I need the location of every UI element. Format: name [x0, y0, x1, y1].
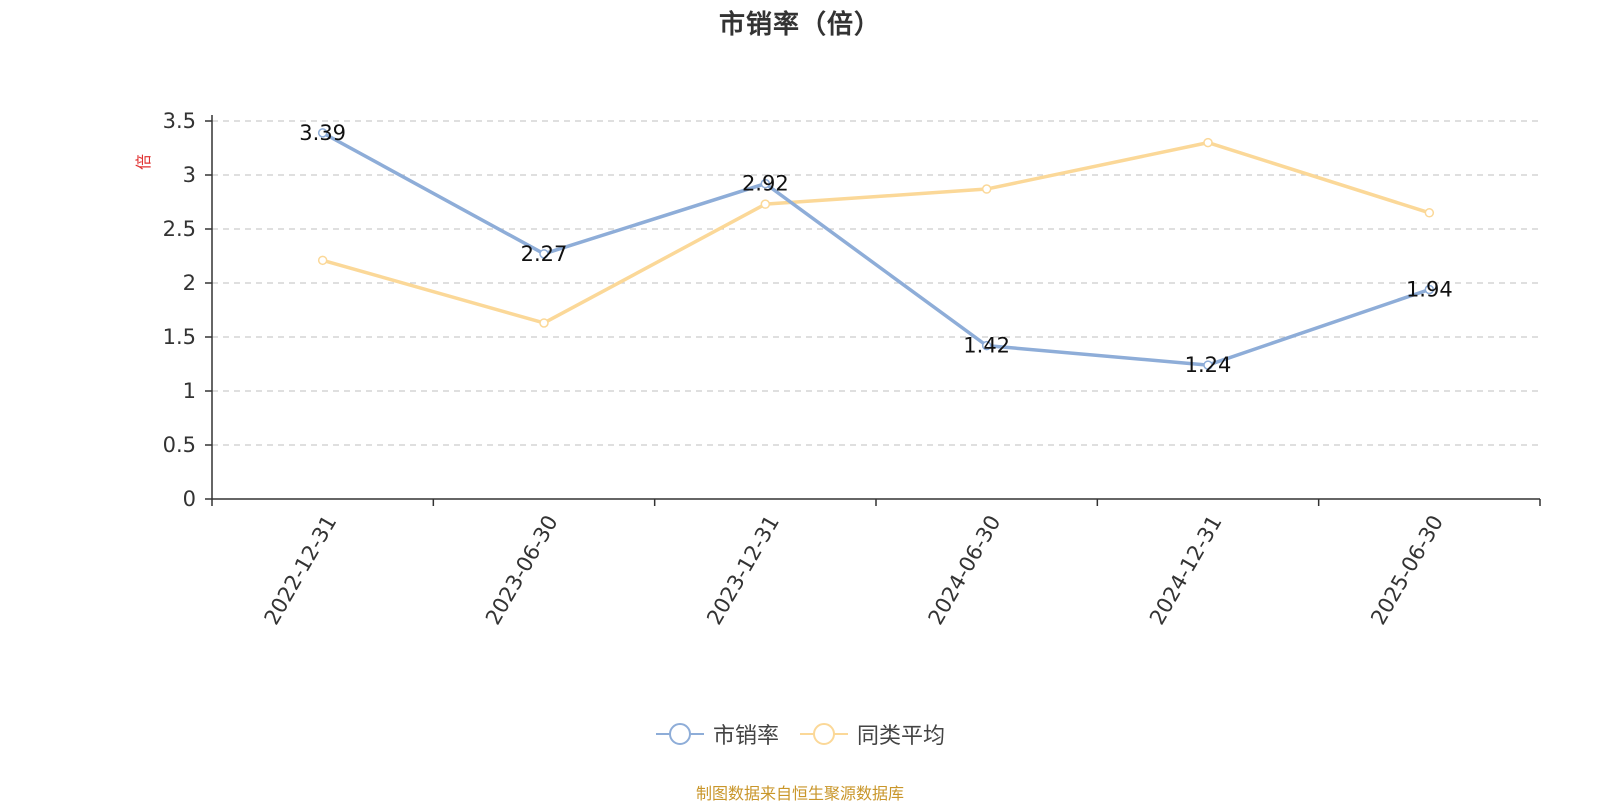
data-label: 2.92 — [742, 172, 789, 196]
series-2-point[interactable] — [1424, 208, 1435, 218]
data-label: 1.42 — [963, 334, 1010, 358]
series-2-point[interactable] — [760, 199, 771, 209]
data-label: 2.27 — [521, 242, 568, 266]
axes: 0 0.5 1 1.5 2 2.5 3 3.5 2022-12-31 2023-06-30 2023… — [163, 109, 1541, 629]
series-2-point[interactable] — [981, 184, 992, 194]
data-label: 3.39 — [299, 121, 346, 145]
x-tick-label: 2023-06-30 — [481, 511, 563, 629]
series-1-point[interactable] — [317, 128, 328, 138]
data-label: 1.94 — [1406, 277, 1453, 301]
circle-line-icon — [655, 723, 704, 745]
x-tick-label: 2025-06-30 — [1366, 511, 1448, 629]
series-line-2 — [322, 140, 1430, 325]
circle-line-icon — [800, 723, 848, 745]
series-2-point[interactable] — [317, 255, 328, 266]
legend: 市销率 同类平均 — [0, 718, 1600, 750]
y-tick-label: 2.5 — [163, 217, 196, 241]
legend-label: 市销率 — [712, 724, 779, 749]
y-axis-label: 倍 — [134, 154, 153, 170]
y-tick-label: 0 — [183, 487, 196, 511]
series-1-point[interactable] — [981, 340, 992, 351]
series-line-1 — [321, 131, 1430, 367]
source-note: 制图数据来自恒生聚源数据库 — [695, 784, 904, 803]
series-lines — [317, 128, 1435, 370]
series-1-point[interactable] — [1203, 360, 1213, 370]
x-tick-label: 2022-12-31 — [260, 511, 342, 629]
series-2-point[interactable] — [1203, 137, 1213, 148]
y-tick-label: 1 — [183, 379, 196, 403]
y-tick-label: 1.5 — [163, 325, 196, 349]
y-tick-label: 0.5 — [163, 433, 196, 457]
x-tick-label: 2023-12-31 — [702, 511, 784, 629]
data-label: 1.24 — [1185, 353, 1232, 377]
y-tick-label: 3 — [183, 163, 196, 187]
legend-label: 同类平均 — [857, 724, 946, 749]
x-tick-label: 2024-06-30 — [924, 511, 1006, 629]
data-labels: 3.39 2.27 2.92 1.42 1.24 1.94 — [299, 121, 1452, 377]
series-2-point[interactable] — [539, 318, 549, 328]
y-tick-label: 2 — [183, 271, 196, 295]
series-1-point[interactable] — [760, 178, 771, 189]
legend-item-series-1[interactable]: 市销率 — [655, 718, 779, 750]
series-1-point[interactable] — [1424, 284, 1435, 295]
x-tick-label: 2024-12-31 — [1145, 511, 1227, 629]
chart-title: 市销率（倍） — [718, 10, 881, 40]
grid-lines — [212, 120, 1540, 446]
series-1-point[interactable] — [539, 249, 549, 259]
y-tick-label: 3.5 — [163, 109, 196, 133]
legend-item-series-2[interactable]: 同类平均 — [799, 718, 945, 750]
